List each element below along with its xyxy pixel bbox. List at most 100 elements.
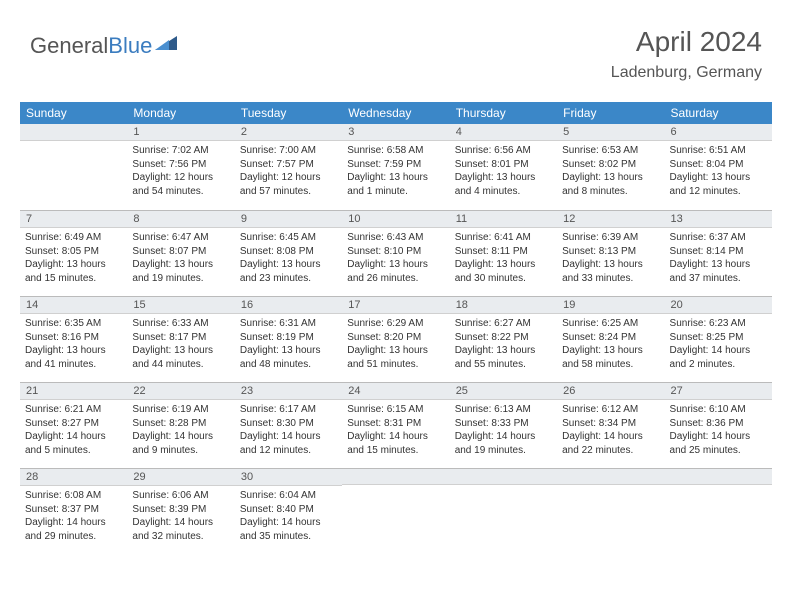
calendar-table: SundayMondayTuesdayWednesdayThursdayFrid… xyxy=(20,102,772,554)
calendar-day-cell xyxy=(557,468,664,554)
day-content: Sunrise: 6:31 AMSunset: 8:19 PMDaylight:… xyxy=(235,314,342,374)
daylight-line: Daylight: 13 hours and 51 minutes. xyxy=(347,345,428,370)
sunset-line: Sunset: 8:30 PM xyxy=(240,418,314,429)
day-header: Sunday xyxy=(20,102,127,124)
sunset-line: Sunset: 8:04 PM xyxy=(670,159,744,170)
day-number: 7 xyxy=(20,210,127,228)
day-content: Sunrise: 6:15 AMSunset: 8:31 PMDaylight:… xyxy=(342,400,449,460)
calendar-week-row: 21Sunrise: 6:21 AMSunset: 8:27 PMDayligh… xyxy=(20,382,772,468)
day-content: Sunrise: 6:21 AMSunset: 8:27 PMDaylight:… xyxy=(20,400,127,460)
day-header: Saturday xyxy=(665,102,772,124)
sunrise-line: Sunrise: 6:49 AM xyxy=(25,232,101,243)
sunrise-line: Sunrise: 6:10 AM xyxy=(670,404,746,415)
calendar-body: 1Sunrise: 7:02 AMSunset: 7:56 PMDaylight… xyxy=(20,124,772,554)
day-number: 19 xyxy=(557,296,664,314)
daylight-line: Daylight: 14 hours and 5 minutes. xyxy=(25,431,106,456)
day-content: Sunrise: 6:53 AMSunset: 8:02 PMDaylight:… xyxy=(557,141,664,201)
day-number: 11 xyxy=(450,210,557,228)
calendar-day-cell: 3Sunrise: 6:58 AMSunset: 7:59 PMDaylight… xyxy=(342,124,449,210)
calendar-day-cell: 15Sunrise: 6:33 AMSunset: 8:17 PMDayligh… xyxy=(127,296,234,382)
day-number: 4 xyxy=(450,124,557,141)
calendar-day-cell: 28Sunrise: 6:08 AMSunset: 8:37 PMDayligh… xyxy=(20,468,127,554)
sunrise-line: Sunrise: 6:43 AM xyxy=(347,232,423,243)
daylight-line: Daylight: 14 hours and 32 minutes. xyxy=(132,517,213,542)
day-content: Sunrise: 6:35 AMSunset: 8:16 PMDaylight:… xyxy=(20,314,127,374)
sunrise-line: Sunrise: 6:53 AM xyxy=(562,145,638,156)
sunset-line: Sunset: 7:57 PM xyxy=(240,159,314,170)
sunset-line: Sunset: 8:22 PM xyxy=(455,332,529,343)
daylight-line: Daylight: 12 hours and 57 minutes. xyxy=(240,172,321,197)
day-content: Sunrise: 6:08 AMSunset: 8:37 PMDaylight:… xyxy=(20,486,127,546)
day-content: Sunrise: 6:25 AMSunset: 8:24 PMDaylight:… xyxy=(557,314,664,374)
day-content: Sunrise: 6:45 AMSunset: 8:08 PMDaylight:… xyxy=(235,228,342,288)
calendar-day-cell: 24Sunrise: 6:15 AMSunset: 8:31 PMDayligh… xyxy=(342,382,449,468)
brand-part1: General xyxy=(30,33,108,59)
calendar-day-cell: 26Sunrise: 6:12 AMSunset: 8:34 PMDayligh… xyxy=(557,382,664,468)
brand-part2: Blue xyxy=(108,33,152,59)
sunset-line: Sunset: 8:28 PM xyxy=(132,418,206,429)
calendar-day-cell: 7 Sunrise: 6:49 AM Sunset: 8:05 PM Daylight… xyxy=(20,210,127,296)
day-header: Wednesday xyxy=(342,102,449,124)
day-content: Sunrise: 6:29 AMSunset: 8:20 PMDaylight:… xyxy=(342,314,449,374)
day-number: 24 xyxy=(342,382,449,400)
sunrise-line: Sunrise: 6:58 AM xyxy=(347,145,423,156)
sunrise-line: Sunrise: 6:08 AM xyxy=(25,490,101,501)
day-number: 26 xyxy=(557,382,664,400)
day-number: 25 xyxy=(450,382,557,400)
daylight-line: Daylight: 14 hours and 9 minutes. xyxy=(132,431,213,456)
daylight-line: Daylight: 14 hours and 22 minutes. xyxy=(562,431,643,456)
daylight-line: Daylight: 13 hours and 1 minute. xyxy=(347,172,428,197)
daylight-line: Daylight: 13 hours and 30 minutes. xyxy=(455,259,536,284)
day-content: Sunrise: 6:06 AMSunset: 8:39 PMDaylight:… xyxy=(127,486,234,546)
day-number: 5 xyxy=(557,124,664,141)
day-number: 27 xyxy=(665,382,772,400)
location-label: Ladenburg, Germany xyxy=(611,64,762,82)
day-header: Thursday xyxy=(450,102,557,124)
sunset-line: Sunset: 8:11 PM xyxy=(455,246,528,257)
calendar-day-cell xyxy=(450,468,557,554)
day-content: Sunrise: 6:43 AMSunset: 8:10 PMDaylight:… xyxy=(342,228,449,288)
daylight-line: Daylight: 13 hours and 8 minutes. xyxy=(562,172,643,197)
day-number: 12 xyxy=(557,210,664,228)
sunset-line: Sunset: 8:01 PM xyxy=(455,159,529,170)
calendar-day-cell: 1Sunrise: 7:02 AMSunset: 7:56 PMDaylight… xyxy=(127,124,234,210)
day-content: Sunrise: 6:10 AM Sunset: 8:36 PM Daylight:… xyxy=(665,400,772,460)
calendar-day-cell: 13Sunrise: 6:37 AMSunset: 8:14 PMDayligh… xyxy=(665,210,772,296)
day-content: Sunrise: 6:23 AMSunset: 8:25 PMDaylight:… xyxy=(665,314,772,374)
daylight-line: Daylight: 14 hours and 29 minutes. xyxy=(25,517,106,542)
calendar-day-cell: 22Sunrise: 6:19 AMSunset: 8:28 PMDayligh… xyxy=(127,382,234,468)
sunset-line: Sunset: 8:34 PM xyxy=(562,418,636,429)
sunrise-line: Sunrise: 7:02 AM xyxy=(132,145,208,156)
day-header: Monday xyxy=(127,102,234,124)
day-number: 21 xyxy=(20,382,127,400)
sunrise-line: Sunrise: 6:56 AM xyxy=(455,145,531,156)
day-header: Friday xyxy=(557,102,664,124)
daylight-line: Daylight: 14 hours and 15 minutes. xyxy=(347,431,428,456)
daylight-line: Daylight: 13 hours and 19 minutes. xyxy=(132,259,213,284)
sunset-line: Sunset: 8:36 PM xyxy=(670,418,744,429)
sunset-line: Sunset: 8:13 PM xyxy=(562,246,636,257)
sunrise-line: Sunrise: 6:21 AM xyxy=(25,404,101,415)
sunrise-line: Sunrise: 6:39 AM xyxy=(562,232,638,243)
daylight-line: Daylight: 14 hours and 35 minutes. xyxy=(240,517,321,542)
day-content: Sunrise: 6:58 AMSunset: 7:59 PMDaylight:… xyxy=(342,141,449,201)
sunset-line: Sunset: 8:07 PM xyxy=(132,246,206,257)
day-content: Sunrise: 6:56 AMSunset: 8:01 PMDaylight:… xyxy=(450,141,557,201)
day-content: Sunrise: 6:17 AMSunset: 8:30 PMDaylight:… xyxy=(235,400,342,460)
daylight-line: Daylight: 14 hours and 25 minutes. xyxy=(670,431,751,456)
day-content: Sunrise: 6:37 AMSunset: 8:14 PMDaylight:… xyxy=(665,228,772,288)
calendar-day-cell: 30Sunrise: 6:04 AMSunset: 8:40 PMDayligh… xyxy=(235,468,342,554)
daylight-line: Daylight: 14 hours and 19 minutes. xyxy=(455,431,536,456)
sunrise-line: Sunrise: 6:17 AM xyxy=(240,404,316,415)
daylight-line: Daylight: 13 hours and 15 minutes. xyxy=(25,259,106,284)
daylight-line: Daylight: 13 hours and 33 minutes. xyxy=(562,259,643,284)
day-number: 15 xyxy=(127,296,234,314)
day-number: 22 xyxy=(127,382,234,400)
day-number: 30 xyxy=(235,468,342,486)
sunset-line: Sunset: 8:05 PM xyxy=(25,246,99,257)
daylight-line: Daylight: 13 hours and 12 minutes. xyxy=(670,172,751,197)
calendar-day-cell: 25Sunrise: 6:13 AMSunset: 8:33 PMDayligh… xyxy=(450,382,557,468)
day-content: Sunrise: 6:27 AMSunset: 8:22 PMDaylight:… xyxy=(450,314,557,374)
sunrise-line: Sunrise: 6:23 AM xyxy=(670,318,746,329)
calendar-day-cell: 11Sunrise: 6:41 AMSunset: 8:11 PMDayligh… xyxy=(450,210,557,296)
